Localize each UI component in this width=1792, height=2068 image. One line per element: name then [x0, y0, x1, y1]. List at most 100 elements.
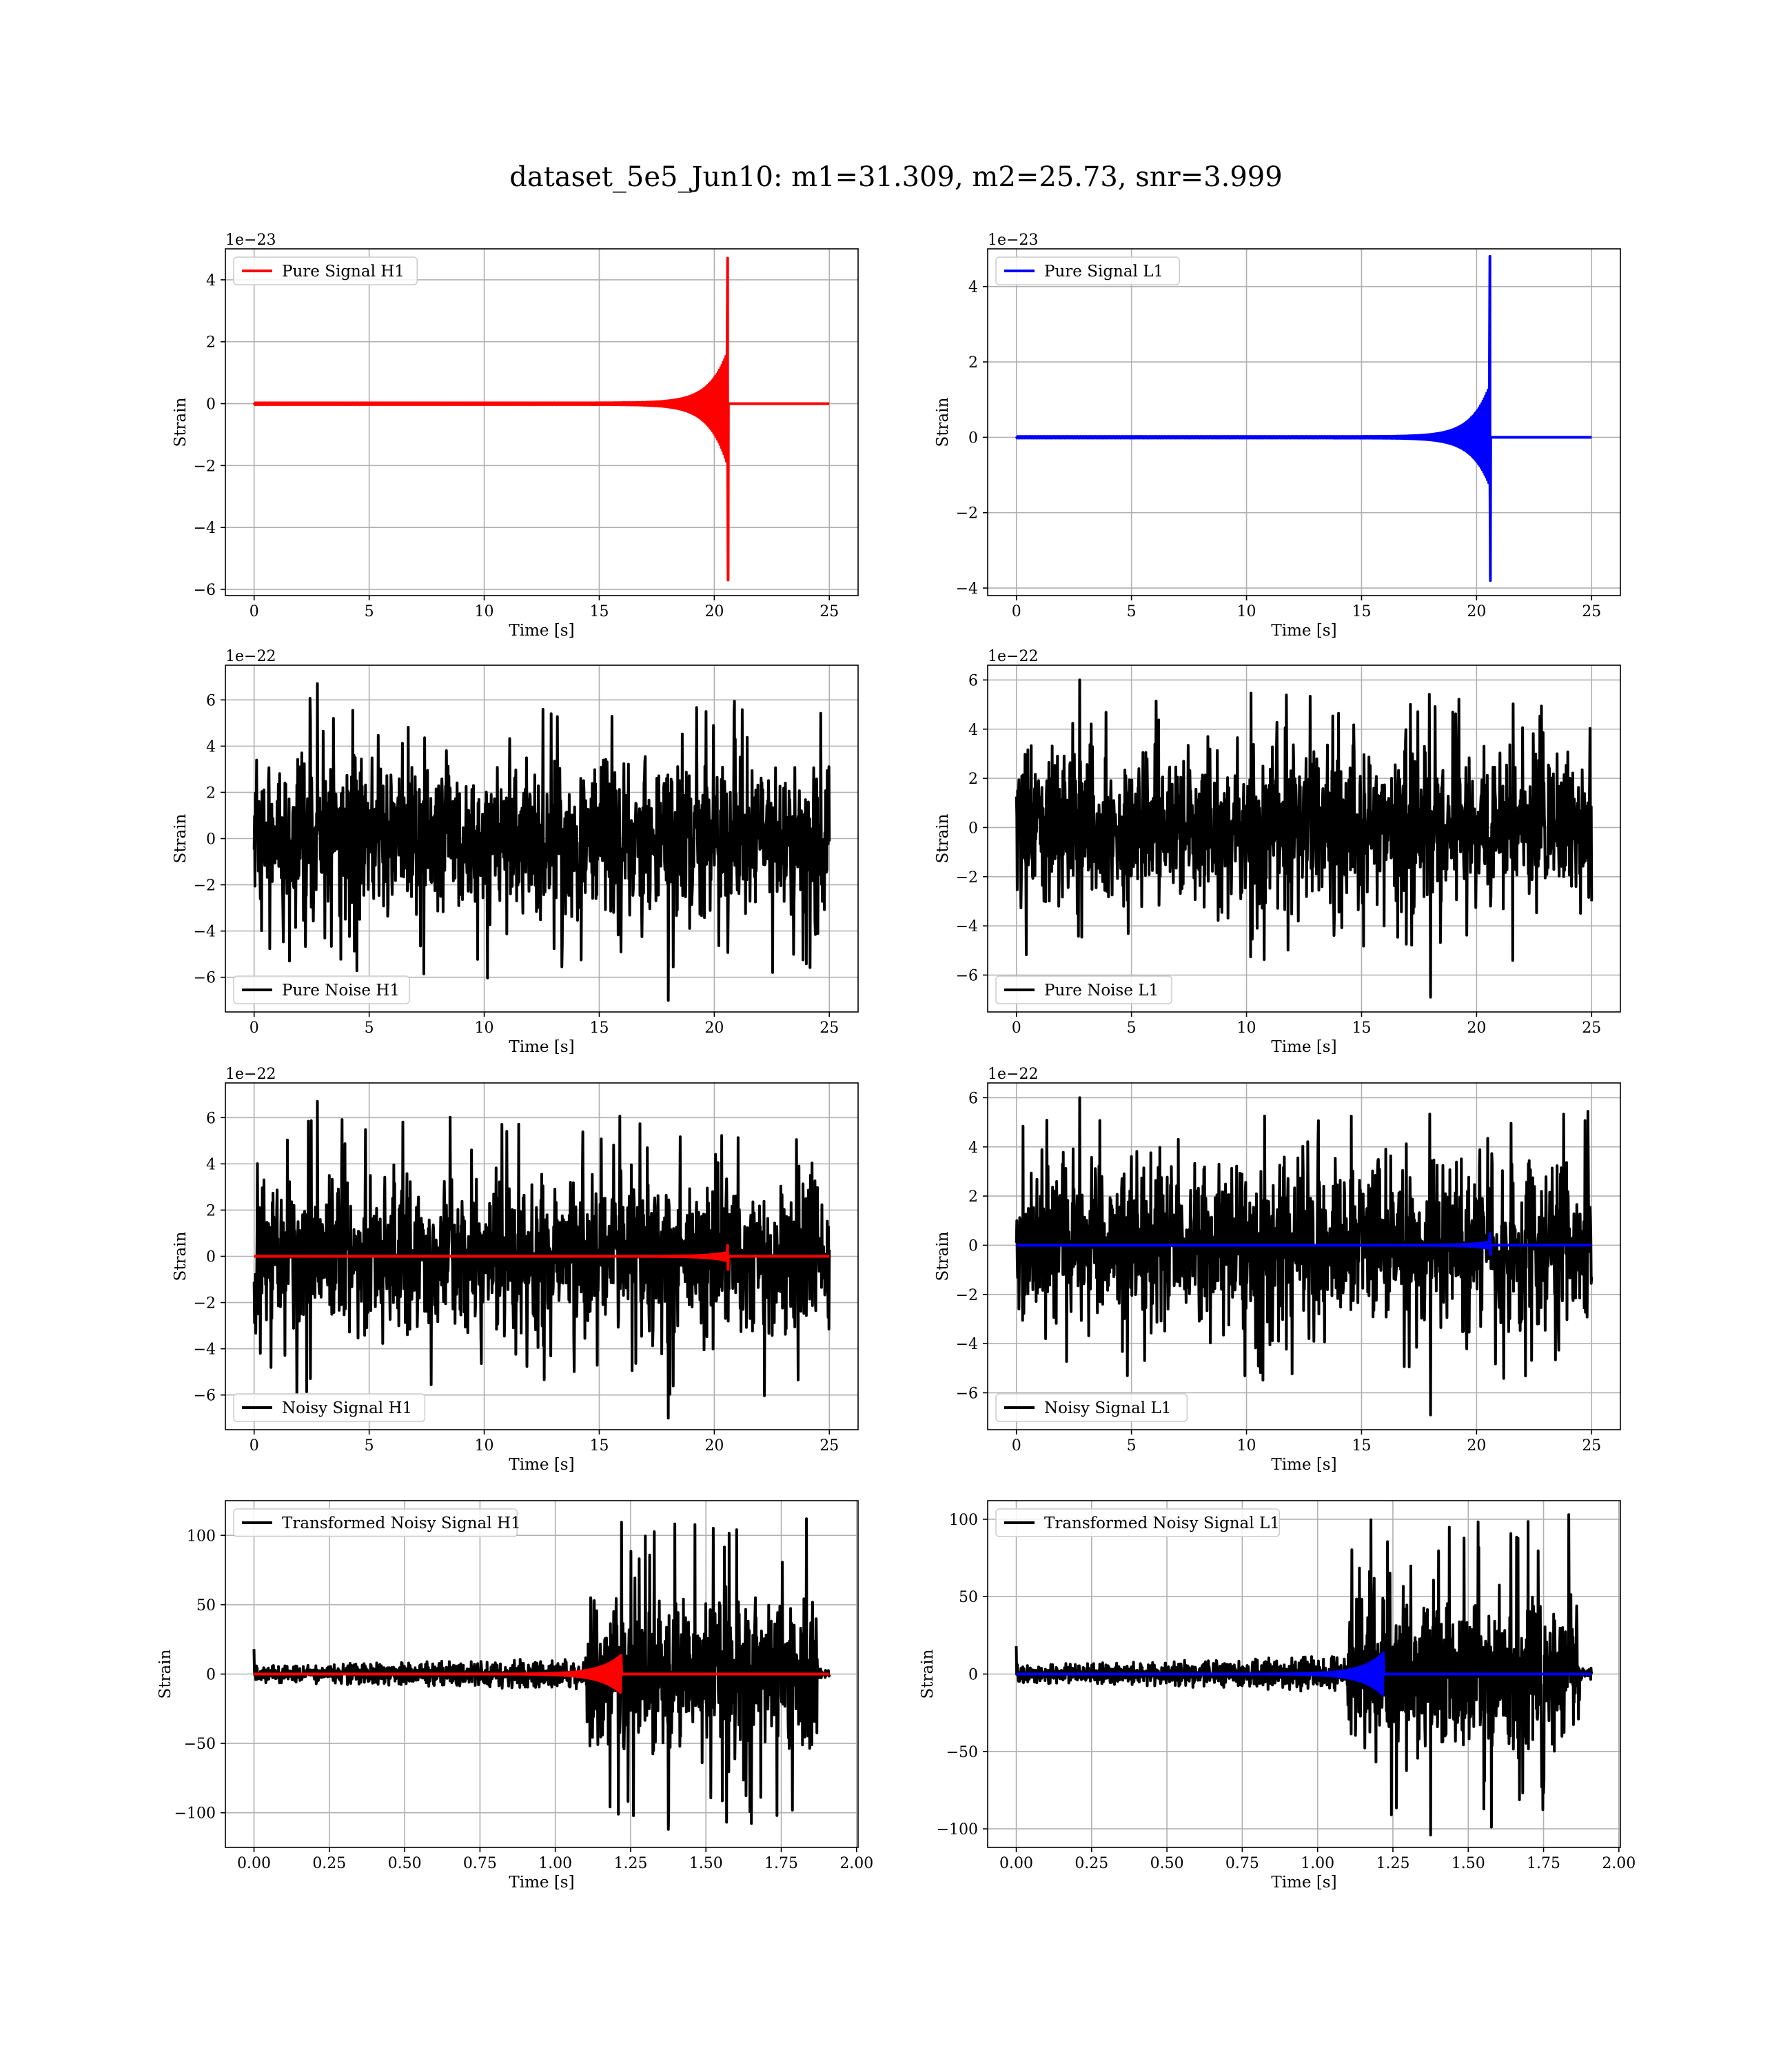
axis-offset-label: 1e−22 — [225, 1066, 276, 1083]
panel-0-right: 0 5 10 15 20 25 −4 −2 0 2 4 Time [s] Strain 1e−23 Pure… — [934, 232, 1621, 640]
y-tick-label: −6 — [194, 582, 216, 599]
x-tick-label: 5 — [1127, 1437, 1137, 1454]
x-axis-label: Time [s] — [509, 1874, 574, 1892]
legend-label: Pure Signal L1 — [1044, 263, 1163, 281]
panel-1-left: 0 5 10 15 20 25 −6 −4 −2 0 2 4 6 Time [s] Strain 1e−22 P… — [172, 648, 859, 1056]
x-tick-label: 0 — [1012, 603, 1021, 620]
x-tick-label: 10 — [1237, 1020, 1256, 1037]
y-tick-label: −4 — [194, 520, 216, 537]
x-tick-label: 0.00 — [237, 1855, 271, 1872]
y-axis-label: Strain — [934, 1231, 952, 1281]
y-tick-label: −100 — [937, 1821, 978, 1838]
y-tick-label: −6 — [956, 1385, 978, 1402]
panel-0-left: 0 5 10 15 20 25 −6 −4 −2 0 2 4 Time [s] Strain 1e−23 Pu… — [172, 232, 859, 640]
y-tick-label: 2 — [206, 784, 216, 802]
overlay-signal-line — [253, 1654, 831, 1694]
legend-label: Pure Signal H1 — [282, 263, 405, 281]
y-tick-label: −50 — [946, 1744, 978, 1761]
x-tick-label: 25 — [819, 1020, 839, 1037]
y-tick-label: 50 — [196, 1597, 216, 1614]
y-tick-label: 2 — [968, 1188, 978, 1206]
panel-3-left: 0.00 0.25 0.50 0.75 1.00 1.25 1.50 1.75 2.00 −100… — [156, 1500, 873, 1892]
x-axis-label: Time [s] — [1271, 1456, 1336, 1474]
y-tick-label: 0 — [968, 429, 978, 447]
x-tick-label: 1.50 — [1452, 1855, 1485, 1872]
y-tick-label: −4 — [194, 924, 216, 941]
x-tick-label: 0.50 — [1150, 1855, 1184, 1872]
x-tick-label: 2.00 — [1602, 1855, 1636, 1872]
y-tick-label: −50 — [184, 1736, 216, 1753]
x-tick-label: 1.75 — [1527, 1855, 1560, 1872]
figure-title: dataset_5e5_Jun10: m1=31.309, m2=25.73, … — [509, 161, 1282, 193]
axes-frame — [225, 248, 859, 596]
y-tick-label: 6 — [206, 692, 216, 709]
x-tick-label: 15 — [1352, 1437, 1371, 1454]
y-tick-label: 2 — [206, 1202, 216, 1219]
transformed-noisy-signal-h1-line — [252, 1517, 831, 1831]
legend: Pure Signal L1 — [995, 256, 1180, 285]
legend-label: Pure Noise H1 — [282, 982, 400, 1000]
axes-frame — [987, 1082, 1621, 1430]
x-tick-label: 15 — [1352, 603, 1371, 620]
legend: Pure Noise L1 — [995, 975, 1172, 1004]
y-tick-label: −2 — [194, 1295, 216, 1312]
x-axis-label: Time [s] — [509, 1038, 574, 1056]
y-tick-label: 6 — [968, 672, 978, 689]
x-tick-label: 0.25 — [1075, 1855, 1108, 1872]
x-tick-label: 10 — [475, 1020, 494, 1037]
x-tick-label: 1.25 — [1376, 1855, 1409, 1872]
x-tick-label: 1.00 — [538, 1855, 572, 1872]
y-tick-label: −4 — [956, 580, 978, 598]
x-tick-label: 0 — [250, 1437, 259, 1454]
legend: Pure Signal H1 — [233, 256, 418, 285]
y-tick-label: 100 — [949, 1512, 978, 1529]
axis-offset-label: 1e−22 — [225, 648, 276, 665]
legend-label: Noisy Signal L1 — [1044, 1399, 1171, 1417]
x-tick-label: 1.75 — [764, 1855, 798, 1872]
x-tick-label: 1.25 — [613, 1855, 647, 1872]
x-tick-label: 5 — [365, 1020, 374, 1037]
x-tick-label: 0 — [250, 603, 259, 620]
x-tick-label: 20 — [1467, 1020, 1486, 1037]
pure-signal-l1-line — [1015, 254, 1593, 582]
noisy-signal-h1-line — [252, 1099, 831, 1420]
legend: Transformed Noisy Signal H1 — [233, 1508, 521, 1537]
y-tick-label: 0 — [206, 396, 216, 414]
x-tick-label: 15 — [589, 1437, 609, 1454]
x-tick-label: 0 — [1012, 1020, 1021, 1037]
y-tick-label: 6 — [968, 1090, 978, 1107]
legend-label: Pure Noise L1 — [1044, 982, 1159, 1000]
y-axis-label: Strain — [919, 1649, 937, 1699]
x-tick-label: 10 — [1237, 603, 1256, 620]
x-tick-label: 5 — [1127, 1020, 1137, 1037]
x-tick-label: 25 — [1582, 1437, 1601, 1454]
y-tick-label: −4 — [956, 918, 978, 935]
y-tick-label: −6 — [956, 967, 978, 984]
y-axis-label: Strain — [934, 813, 952, 863]
y-tick-label: 6 — [206, 1110, 216, 1127]
noisy-signal-l1-line — [1015, 1096, 1594, 1417]
x-tick-label: 0 — [1012, 1437, 1021, 1454]
y-tick-label: 4 — [206, 1156, 216, 1173]
x-axis-label: Time [s] — [1271, 1874, 1336, 1892]
x-tick-label: 25 — [1582, 603, 1601, 620]
overlay-signal-line — [1015, 1232, 1593, 1256]
y-tick-label: −2 — [956, 505, 978, 523]
y-tick-label: −4 — [194, 1341, 216, 1359]
pure-noise-h1-line — [252, 682, 831, 1002]
x-tick-label: 10 — [1237, 1437, 1256, 1454]
panel-2-left: 0 5 10 15 20 25 −6 −4 −2 0 2 4 6 Time [s] Strain 1e−22 N… — [172, 1066, 859, 1474]
y-tick-label: −100 — [174, 1805, 216, 1823]
y-tick-label: 0 — [206, 831, 216, 849]
x-axis-label: Time [s] — [1271, 622, 1336, 640]
y-tick-label: 50 — [959, 1589, 978, 1606]
y-axis-label: Strain — [172, 397, 190, 447]
x-tick-label: 0.25 — [312, 1855, 346, 1872]
x-tick-label: 20 — [704, 1020, 724, 1037]
y-tick-label: 100 — [187, 1528, 216, 1545]
x-tick-label: 20 — [1467, 1437, 1486, 1454]
y-tick-label: 0 — [206, 1667, 216, 1684]
x-axis-label: Time [s] — [509, 622, 574, 640]
x-tick-label: 2.00 — [839, 1855, 873, 1872]
